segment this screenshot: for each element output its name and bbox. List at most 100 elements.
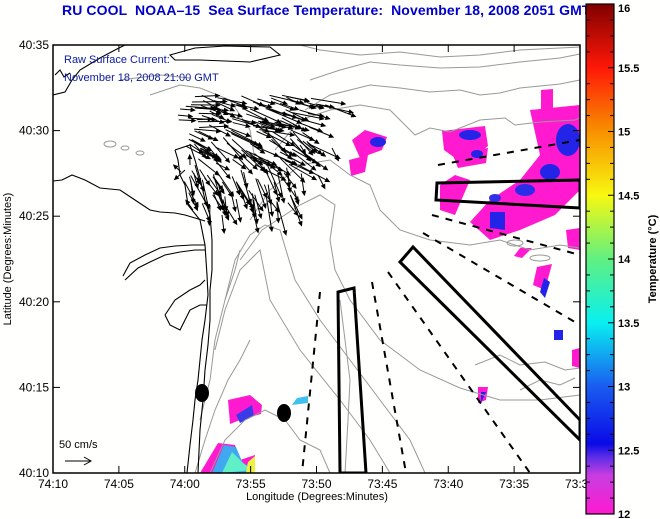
colorbar-tick-label: 16: [618, 3, 630, 15]
current-vector: [201, 94, 236, 112]
current-vector: [218, 194, 238, 226]
bathy-contour: [194, 339, 251, 473]
sst-patch: [540, 164, 560, 180]
current-vector: [232, 159, 247, 170]
current-vector: [257, 178, 268, 199]
sst-patch: [556, 124, 580, 156]
current-vector: [267, 132, 287, 153]
coastline-segment: [53, 45, 126, 96]
colorbar-title: Temperature (°C): [647, 214, 659, 303]
current-vector: [185, 199, 194, 211]
bathy-contour: [309, 53, 580, 81]
current-vector: [191, 139, 213, 152]
sst-patch: [459, 130, 481, 140]
current-vector: [252, 144, 280, 157]
sst-patch: [440, 175, 470, 215]
current-vector: [289, 194, 303, 227]
current-vector: [254, 194, 263, 220]
current-vector: [317, 174, 326, 190]
bathy-contour: [304, 79, 580, 111]
current-vector: [270, 97, 289, 105]
bathy-contour: [506, 239, 524, 247]
current-vector: [283, 172, 297, 190]
bathy-contour: [529, 254, 551, 262]
current-vector: [196, 177, 205, 192]
sst-patch: [222, 452, 252, 473]
bathy-contour: [135, 150, 145, 156]
current-vector: [177, 113, 194, 119]
x-tick-label: 73:50: [301, 477, 331, 491]
current-vectors: [172, 93, 357, 236]
bathy-contour: [103, 140, 117, 148]
bathy-contour: [214, 248, 391, 473]
current-vector: [306, 141, 323, 155]
zone-dashed-line: [301, 291, 321, 473]
current-vector: [254, 153, 283, 176]
current-vector: [272, 131, 296, 147]
colorbar-tick-label: 13: [618, 382, 630, 394]
y-tick-label: 40:10: [19, 466, 49, 480]
current-vector: [215, 146, 240, 159]
current-vector: [232, 122, 251, 129]
current-vector: [172, 164, 182, 173]
current-vector: [262, 130, 292, 147]
x-tick-label: 73:35: [499, 477, 529, 491]
current-vector: [230, 191, 237, 213]
current-vector: [291, 148, 318, 164]
current-vector: [178, 117, 197, 123]
x-tick-label: 74:05: [104, 477, 134, 491]
colorbar-tick-label: 12: [618, 509, 630, 519]
current-vector: [231, 139, 258, 163]
colorbar-tick-label: 13.5: [618, 318, 639, 330]
zone-outline: [336, 286, 368, 473]
y-tick-label: 40:30: [19, 124, 49, 138]
colorbar-tick-label: 15.5: [618, 63, 639, 75]
sst-patch: [572, 348, 580, 368]
overlay-line1: Raw Surface Current:: [64, 54, 170, 66]
current-vector: [189, 133, 206, 142]
zone-dashed-line: [387, 271, 531, 473]
bathy-contour: [274, 104, 580, 151]
current-vector: [233, 103, 249, 110]
current-vector: [235, 198, 243, 223]
current-vector: [300, 173, 307, 197]
current-vector: [198, 130, 219, 142]
zone-dashed-line: [422, 232, 580, 326]
current-vector: [231, 176, 241, 196]
current-vector: [209, 110, 225, 120]
current-vector: [297, 164, 331, 183]
current-vector: [289, 138, 312, 162]
current-vector: [325, 104, 357, 118]
bathy-contour: [239, 194, 580, 401]
current-vector: [191, 99, 228, 105]
current-vector: [185, 105, 219, 112]
current-vector: [268, 109, 303, 124]
current-vector: [201, 179, 211, 210]
current-vector: [293, 152, 317, 171]
coastline-segment: [54, 69, 71, 78]
current-vector: [253, 121, 283, 133]
sst-patch: [246, 456, 255, 473]
current-vector: [222, 137, 244, 161]
current-vector: [255, 178, 267, 209]
x-tick-label: 73:55: [236, 477, 266, 491]
current-vector: [183, 181, 199, 208]
y-tick-label: 40:25: [19, 209, 49, 223]
bathymetry-contours: [103, 45, 580, 473]
current-vector: [276, 201, 288, 236]
current-vector: [281, 94, 311, 103]
current-vector: [302, 132, 320, 145]
current-vector: [236, 104, 260, 111]
sst-patch: [566, 228, 580, 250]
current-vector: [253, 199, 259, 225]
scale-arrow: [65, 456, 93, 466]
sst-patch: [515, 184, 535, 196]
current-vector: [275, 202, 281, 224]
bathy-contour: [299, 45, 580, 58]
current-vector: [180, 107, 196, 113]
y-tick-label: 40:35: [19, 38, 49, 52]
overlay-line2: November 18, 2008 21:00 GMT: [64, 72, 219, 84]
zone-dashed-line: [371, 281, 407, 473]
bathy-contour: [149, 84, 256, 161]
